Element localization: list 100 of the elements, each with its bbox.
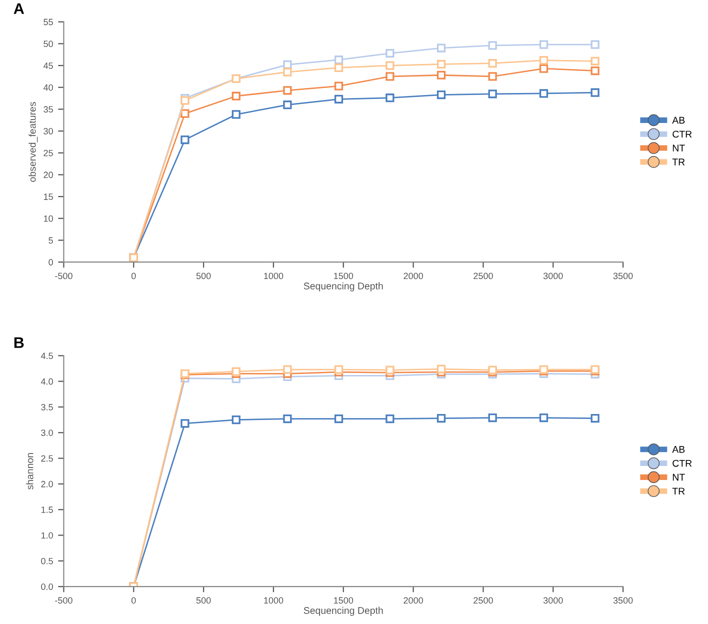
point <box>436 90 446 100</box>
point <box>283 365 292 374</box>
y-tick-label: 20 <box>44 172 53 178</box>
y-tick-label: 4.0 <box>40 378 53 385</box>
y-tick-label: 55 <box>44 18 53 26</box>
y-tick-label: 25 <box>44 150 53 156</box>
x-tick-label: 3500 <box>613 272 633 280</box>
y-tick-label: 0.5 <box>41 558 53 564</box>
point <box>590 66 600 76</box>
x-tick-label: 3000 <box>543 597 563 604</box>
y-tick-label: 30 <box>44 128 53 134</box>
y-axis-title: observed_features <box>28 102 38 182</box>
point <box>386 61 394 70</box>
x-tick-label: 3500 <box>613 597 633 604</box>
point <box>334 56 344 64</box>
y-tick-label: 3.0 <box>41 430 53 436</box>
point <box>539 413 548 422</box>
y-tick-label: 2.0 <box>41 480 53 488</box>
x-tick-label: 2500 <box>474 597 493 604</box>
point <box>180 96 190 105</box>
legend-label: NT <box>672 474 685 481</box>
x-axis-title: Sequencing Depth <box>304 282 383 292</box>
point <box>334 365 344 374</box>
y-tick-label: 0.0 <box>41 584 53 590</box>
y-tick-label: 10 <box>44 215 53 222</box>
y-tick-label: 3.5 <box>41 404 53 410</box>
x-tick-label: -500 <box>55 597 72 604</box>
point <box>590 56 600 66</box>
point <box>334 414 344 424</box>
point <box>180 109 190 118</box>
point <box>283 86 292 95</box>
point <box>488 41 497 50</box>
point <box>386 366 394 374</box>
y-tick-label: 5 <box>48 237 53 244</box>
y-tick-label: 2.5 <box>41 455 53 462</box>
x-tick-label: 3000 <box>543 272 563 280</box>
point <box>488 90 497 98</box>
point <box>436 364 446 374</box>
point <box>539 64 548 73</box>
point <box>386 72 394 81</box>
point <box>386 414 394 424</box>
point <box>436 414 446 423</box>
x-tick-label: -500 <box>55 272 72 280</box>
point <box>180 419 190 428</box>
point <box>232 92 240 100</box>
legend-label: TR <box>672 488 685 495</box>
chart-title: A <box>14 3 24 14</box>
legend-label: NT <box>672 144 685 152</box>
legend-label: TR <box>672 158 685 166</box>
y-axis-title: shannon <box>26 453 34 490</box>
x-tick-label: 2500 <box>474 272 493 280</box>
chart-title: B <box>14 337 24 348</box>
point <box>180 135 190 144</box>
point <box>283 60 292 69</box>
x-tick-label: 1000 <box>264 597 284 604</box>
y-tick-label: 45 <box>43 62 53 69</box>
point <box>488 59 497 68</box>
point <box>334 63 344 72</box>
y-tick-label: 15 <box>44 194 53 200</box>
legend-label: CTR <box>672 460 692 467</box>
point <box>334 94 344 104</box>
x-axis-title: Sequencing Depth <box>304 606 383 616</box>
x-tick-label: 500 <box>196 272 211 280</box>
x-tick-label: 500 <box>196 597 211 604</box>
legend-label: CTR <box>672 130 692 138</box>
x-tick-label: 0 <box>131 272 136 280</box>
point <box>539 89 548 98</box>
point <box>232 416 240 424</box>
x-tick-label: 0 <box>131 597 136 604</box>
y-tick-label: 50 <box>44 40 53 48</box>
point <box>436 70 446 80</box>
point <box>590 88 600 97</box>
x-tick-label: 2000 <box>404 272 423 280</box>
x-tick-label: 1500 <box>334 272 354 280</box>
point <box>539 40 548 49</box>
y-tick-label: 35 <box>44 106 53 113</box>
y-tick-label: 40 <box>43 84 53 91</box>
point <box>283 100 292 110</box>
legend-label: AB <box>672 446 685 453</box>
point <box>488 413 497 422</box>
point <box>436 60 446 69</box>
y-tick-label: 0 <box>48 259 53 266</box>
point <box>436 44 446 52</box>
y-tick-label: 4.5 <box>40 352 53 360</box>
point <box>232 110 240 119</box>
point <box>539 56 548 65</box>
point <box>590 40 600 49</box>
point <box>386 94 394 102</box>
point <box>283 414 292 424</box>
point <box>386 48 394 58</box>
point <box>334 82 344 90</box>
point <box>590 414 600 423</box>
x-tick-label: 1500 <box>334 597 354 604</box>
legend-label: AB <box>672 116 685 124</box>
y-tick-label: 1.0 <box>41 532 53 539</box>
x-tick-label: 2000 <box>404 597 423 604</box>
x-tick-label: 1000 <box>264 272 284 280</box>
y-tick-label: 1.5 <box>41 506 53 513</box>
point <box>488 72 497 81</box>
point <box>283 68 292 76</box>
